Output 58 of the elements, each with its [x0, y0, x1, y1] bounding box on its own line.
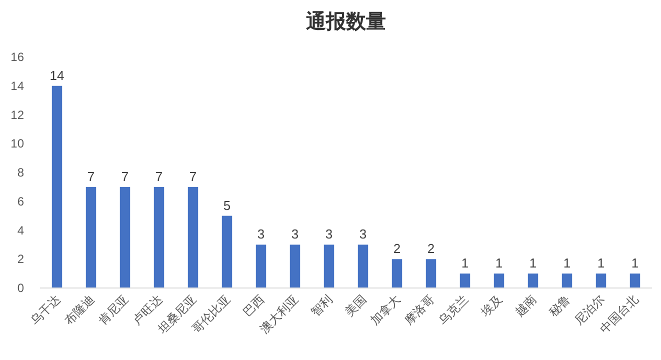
y-tick-label: 16	[10, 50, 24, 64]
data-label: 3	[325, 226, 333, 242]
bar	[52, 86, 62, 288]
x-tick-label: 秘鲁	[546, 292, 574, 320]
y-tick-label: 0	[17, 281, 24, 295]
x-tick-label: 越南	[512, 292, 540, 320]
data-label: 1	[631, 256, 639, 271]
x-tick-label: 摩洛哥	[402, 292, 438, 328]
y-tick-label: 8	[17, 166, 24, 180]
bar	[630, 274, 640, 288]
data-label: 2	[393, 241, 401, 256]
x-tick-label: 肯尼亚	[96, 292, 132, 328]
bar	[324, 244, 334, 288]
data-label: 5	[223, 198, 231, 213]
data-label: 7	[87, 168, 95, 184]
data-label: 3	[359, 226, 367, 242]
data-label: 7	[189, 168, 197, 184]
y-tick-label: 6	[17, 194, 24, 208]
data-label: 7	[155, 168, 163, 184]
data-label: 7	[121, 168, 129, 184]
bar	[256, 244, 266, 288]
data-label: 14	[50, 68, 64, 83]
data-label: 3	[291, 226, 299, 242]
x-tick-label: 埃及	[478, 292, 506, 320]
x-tick-label: 美国	[342, 292, 370, 320]
bar	[120, 186, 130, 288]
bar	[188, 186, 198, 288]
x-tick-label: 乌干达	[28, 292, 64, 328]
y-tick-label: 10	[10, 136, 24, 151]
bar	[86, 186, 96, 288]
bar	[494, 274, 504, 288]
bar	[426, 259, 436, 288]
data-label: 3	[257, 226, 265, 242]
bar	[596, 274, 606, 288]
data-label: 1	[495, 256, 503, 271]
data-label: 1	[563, 256, 571, 271]
x-tick-label: 智利	[308, 292, 336, 320]
y-tick-label: 2	[17, 252, 24, 266]
y-tick-label: 14	[10, 78, 24, 93]
data-label: 1	[597, 256, 605, 271]
bar	[290, 244, 300, 288]
bar	[154, 186, 164, 288]
x-tick-label: 布隆迪	[62, 292, 98, 328]
bar	[460, 274, 470, 288]
x-tick-label: 乌克兰	[436, 292, 472, 328]
x-tick-label: 加拿大	[368, 292, 404, 328]
y-tick-label: 4	[17, 223, 24, 238]
bar	[562, 274, 572, 288]
data-label: 2	[427, 241, 435, 256]
x-tick-label: 巴西	[240, 292, 268, 320]
data-label: 1	[529, 256, 537, 271]
data-label: 1	[461, 256, 469, 271]
y-tick-label: 12	[10, 108, 24, 122]
bar	[222, 216, 232, 288]
chart-title: 通报数量	[305, 10, 386, 33]
bar	[358, 244, 368, 288]
bar	[528, 274, 538, 288]
bar	[392, 259, 402, 288]
